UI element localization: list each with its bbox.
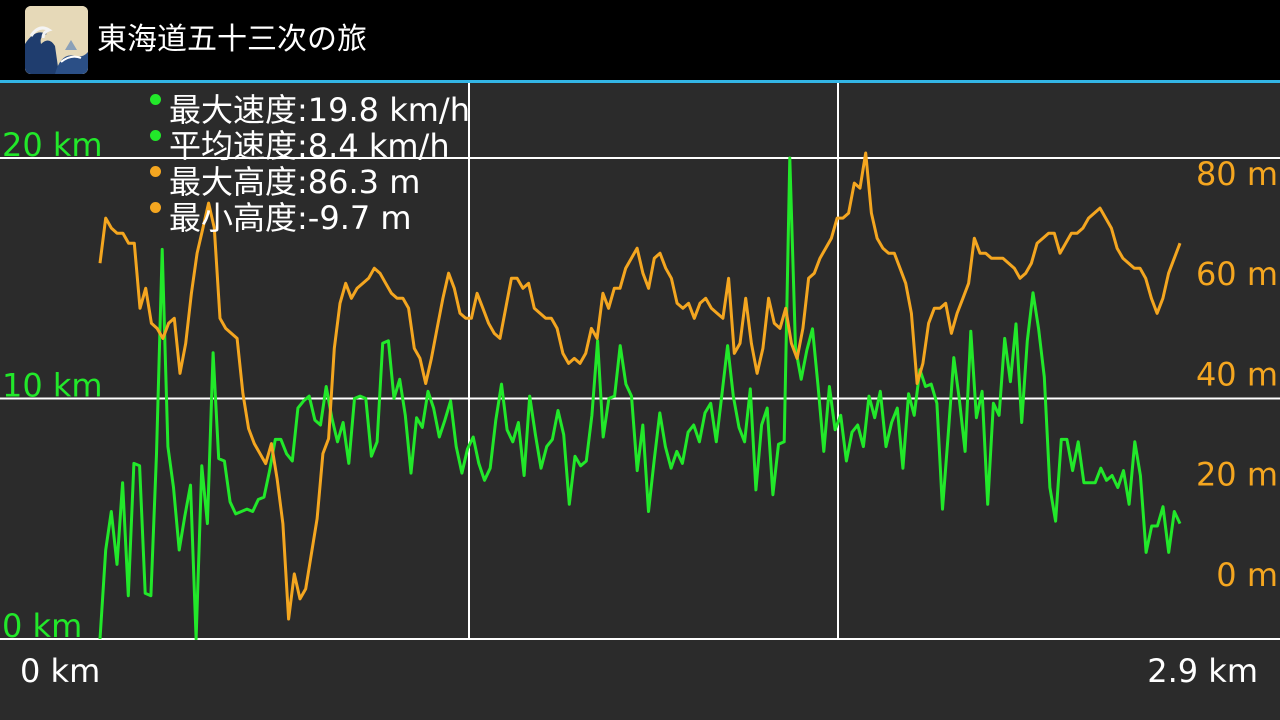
left-axis-tick-label: 10 km xyxy=(2,367,103,405)
right-axis-tick-label: 20 m xyxy=(1196,456,1278,494)
right-axis-tick-label: 40 m xyxy=(1196,355,1278,393)
app-title: 東海道五十三次の旅 xyxy=(97,22,367,57)
chart-legend: 最大速度:19.8 km/h 平均速度:8.4 km/h 最大高度:86.3 m… xyxy=(150,92,470,236)
right-axis-tick-label: 60 m xyxy=(1196,255,1278,293)
legend-label: 最大速度:19.8 km/h xyxy=(169,91,470,129)
x-axis-start-label: 0 km xyxy=(20,652,101,690)
chart-area xyxy=(0,83,1280,720)
legend-item-min-altitude: 最小高度:-9.7 m xyxy=(150,200,470,236)
right-axis-tick-label: 0 m xyxy=(1216,556,1278,594)
elevation-distance-chart: 0 km 10 km 20 km 0 m 20 m 40 m 60 m 80 m xyxy=(0,83,1280,640)
right-axis-tick-label: 80 m xyxy=(1196,155,1278,193)
legend-dot-green-icon xyxy=(150,94,161,105)
legend-dot-orange-icon xyxy=(150,202,161,213)
legend-item-max-altitude: 最大高度:86.3 m xyxy=(150,164,470,200)
action-bar: 東海道五十三次の旅 xyxy=(0,0,1280,80)
legend-dot-green-icon xyxy=(150,130,161,141)
altitude-series-line xyxy=(98,151,1182,621)
left-axis-tick-label: 20 km xyxy=(2,126,103,164)
left-axis-tick-label: 0 km xyxy=(2,607,82,640)
distance-series-line xyxy=(98,156,1182,640)
legend-label: 最大高度:86.3 m xyxy=(169,163,421,201)
legend-item-max-speed: 最大速度:19.8 km/h xyxy=(150,92,470,128)
great-wave-icon[interactable] xyxy=(25,6,88,74)
legend-item-avg-speed: 平均速度:8.4 km/h xyxy=(150,128,470,164)
x-axis-end-label: 2.9 km xyxy=(1147,652,1258,690)
legend-label: 最小高度:-9.7 m xyxy=(169,199,412,237)
action-bar-divider xyxy=(0,80,1280,83)
legend-label: 平均速度:8.4 km/h xyxy=(169,127,450,165)
legend-dot-orange-icon xyxy=(150,166,161,177)
